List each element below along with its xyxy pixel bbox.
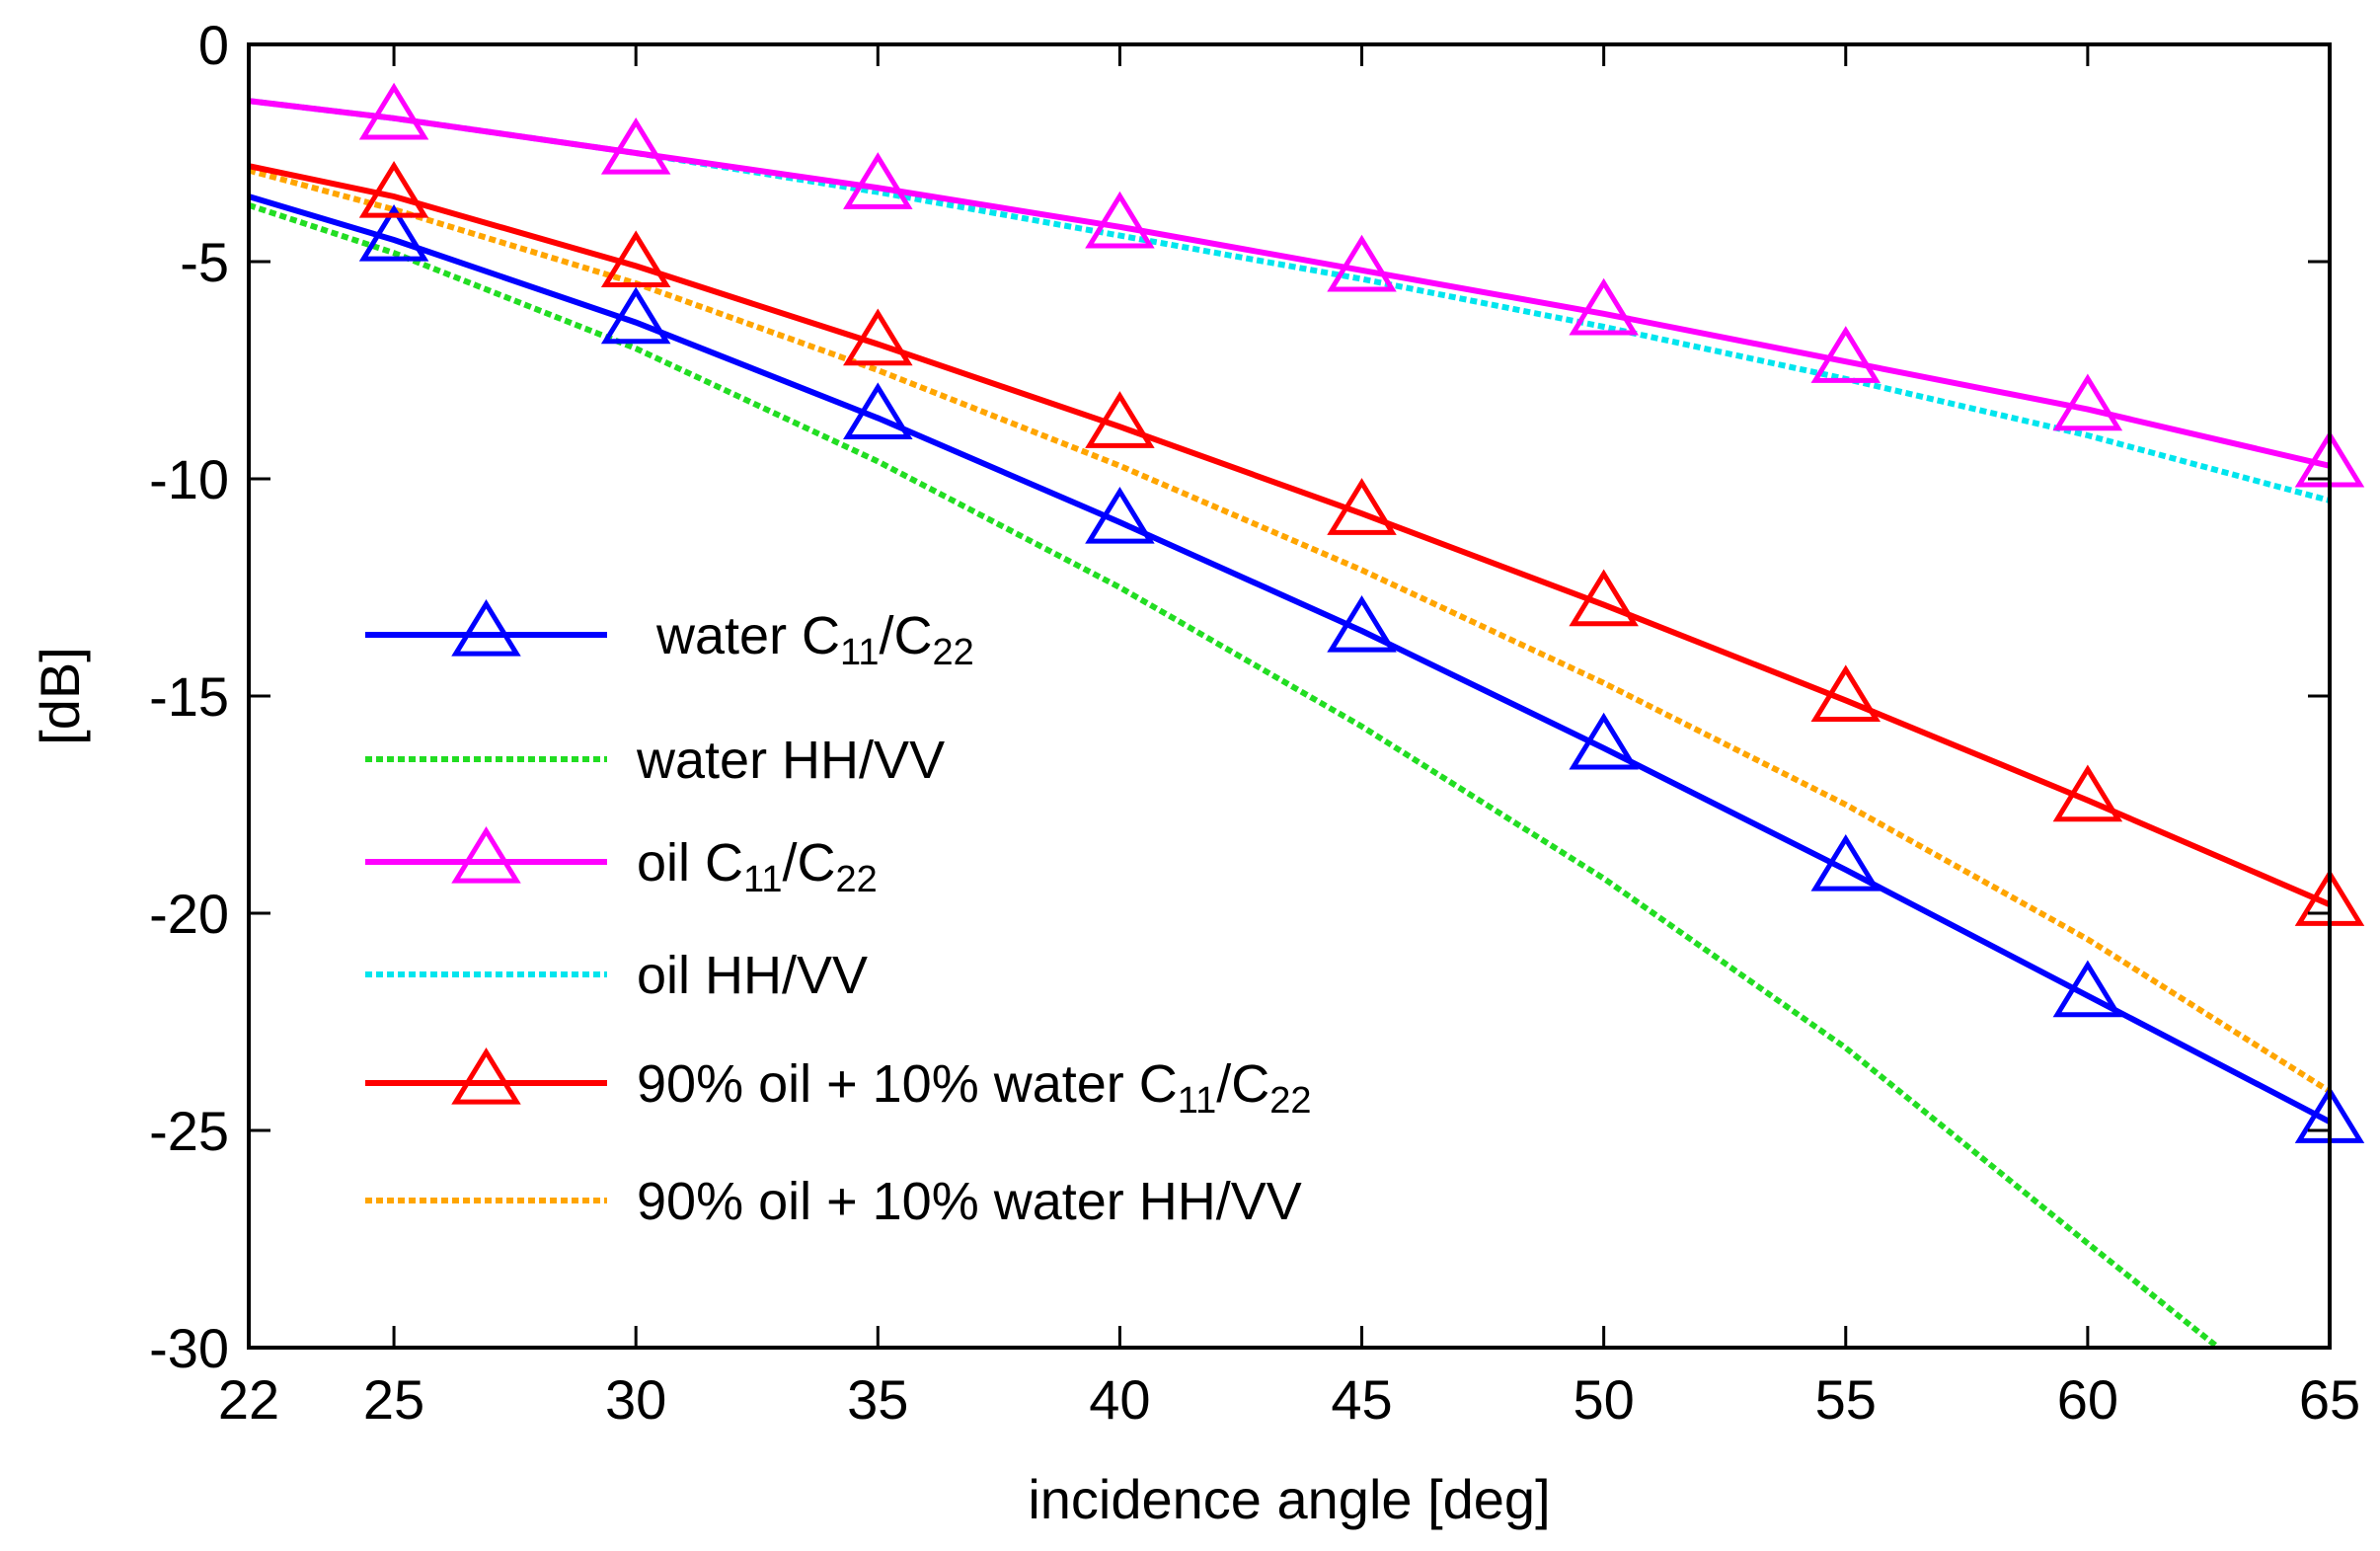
series-line bbox=[249, 201, 2221, 1348]
data-point-marker bbox=[358, 203, 429, 262]
y-tick-label: -20 bbox=[149, 883, 229, 945]
data-point-marker bbox=[1085, 191, 1155, 249]
legend-entry: oil C11/C22 bbox=[365, 825, 878, 900]
x-tick-label: 25 bbox=[363, 1368, 424, 1431]
legend-label-part: oil C bbox=[637, 833, 743, 892]
series-line bbox=[249, 167, 2330, 1094]
y-axis-label: [dB] bbox=[29, 647, 91, 745]
data-point-marker bbox=[600, 286, 671, 345]
data-point-marker bbox=[1327, 594, 1397, 653]
legend-entry: 90% oil + 10% water HH/VV bbox=[365, 1172, 1302, 1231]
legend-entry: water C11/C22 bbox=[365, 598, 974, 673]
data-point-marker bbox=[2052, 764, 2123, 822]
legend-label-part: oil HH/VV bbox=[637, 946, 868, 1005]
data-point-marker bbox=[843, 152, 913, 209]
data-point-marker bbox=[1327, 234, 1397, 292]
data-point-marker bbox=[2052, 373, 2123, 431]
legend-label: water HH/VV bbox=[636, 731, 945, 790]
series-90-oil-10-water-hh-vv bbox=[249, 167, 2330, 1094]
x-tick-label: 35 bbox=[847, 1368, 908, 1431]
legend-label: oil C11/C22 bbox=[637, 833, 878, 900]
data-point-marker bbox=[1085, 391, 1155, 448]
legend-label-part: /C bbox=[880, 606, 933, 665]
series-layer bbox=[249, 82, 2365, 1348]
legend-entry: 90% oil + 10% water C11/C22 bbox=[365, 1047, 1312, 1122]
legend-subscript: 11 bbox=[743, 859, 782, 900]
x-tick-label: 45 bbox=[1331, 1368, 1392, 1431]
legend-label: 90% oil + 10% water C11/C22 bbox=[637, 1054, 1312, 1122]
legend-label-part: water C bbox=[655, 606, 840, 665]
data-point-marker bbox=[1810, 664, 1881, 723]
x-tick-label: 22 bbox=[218, 1368, 279, 1431]
y-tick-label: 0 bbox=[198, 14, 229, 76]
series-oil-hh-vv bbox=[249, 98, 2330, 504]
series-line bbox=[249, 194, 2330, 1124]
legend-label: 90% oil + 10% water HH/VV bbox=[637, 1172, 1302, 1231]
data-point-marker bbox=[600, 230, 671, 288]
data-point-marker bbox=[1569, 569, 1639, 627]
data-point-marker bbox=[1810, 326, 1881, 383]
legend-entry: oil HH/VV bbox=[365, 946, 868, 1005]
data-point-marker bbox=[843, 308, 913, 366]
x-tick-label: 65 bbox=[2299, 1368, 2360, 1431]
legend-entry: water HH/VV bbox=[365, 731, 945, 790]
legend-label-part: /C bbox=[1216, 1054, 1269, 1114]
data-point-marker bbox=[600, 116, 671, 175]
x-tick-label: 40 bbox=[1089, 1368, 1150, 1431]
legend-marker bbox=[451, 598, 521, 657]
data-point-marker bbox=[1569, 712, 1639, 770]
data-point-marker bbox=[1327, 478, 1397, 535]
data-point-marker bbox=[2052, 960, 2123, 1018]
legend-label: oil HH/VV bbox=[637, 946, 868, 1005]
x-tick-label: 55 bbox=[1815, 1368, 1877, 1431]
series-water-c11-c22 bbox=[249, 194, 2365, 1143]
series-line bbox=[249, 98, 2330, 504]
series-line bbox=[249, 163, 2330, 907]
legend-subscript: 22 bbox=[1269, 1080, 1311, 1122]
data-point-marker bbox=[843, 382, 913, 440]
legend-subscript: 22 bbox=[835, 859, 877, 900]
x-axis-label: incidence angle [deg] bbox=[1028, 1468, 1550, 1530]
series-90-oil-10-water-c11-c22 bbox=[249, 160, 2365, 926]
legend-subscript: 11 bbox=[840, 632, 879, 673]
y-tick-label: -25 bbox=[149, 1100, 229, 1162]
legend-label-part: /C bbox=[782, 833, 835, 892]
x-tick-label: 50 bbox=[1574, 1368, 1635, 1431]
y-tick-label: -10 bbox=[149, 448, 229, 510]
x-tick-label: 30 bbox=[605, 1368, 666, 1431]
y-tick-label: -15 bbox=[149, 665, 229, 728]
legend-label-part: 90% oil + 10% water HH/VV bbox=[637, 1172, 1302, 1231]
x-tick-label: 60 bbox=[2057, 1368, 2118, 1431]
legend-subscript: 22 bbox=[933, 632, 974, 673]
data-point-marker bbox=[358, 160, 429, 218]
legend-label-part: water HH/VV bbox=[636, 731, 945, 790]
series-water-hh-vv bbox=[249, 201, 2221, 1348]
ticks-layer: 22 25 30 35 40 45 50 55 60 65 0 -5 -10 -15 -20 -25 -30 bbox=[149, 14, 2360, 1431]
series-line bbox=[249, 98, 2330, 469]
data-point-marker bbox=[1569, 277, 1639, 336]
y-tick-label: -30 bbox=[149, 1317, 229, 1379]
legend-label-part: 90% oil + 10% water C bbox=[637, 1054, 1178, 1114]
data-point-marker bbox=[1810, 833, 1881, 892]
data-point-marker bbox=[358, 82, 429, 140]
y-tick-label: -5 bbox=[180, 231, 229, 293]
legend-subscript: 11 bbox=[1178, 1080, 1216, 1122]
legend-label: water C11/C22 bbox=[655, 606, 974, 673]
legend-marker bbox=[451, 1047, 521, 1105]
legend-marker bbox=[451, 825, 521, 884]
data-point-marker bbox=[1085, 486, 1155, 544]
